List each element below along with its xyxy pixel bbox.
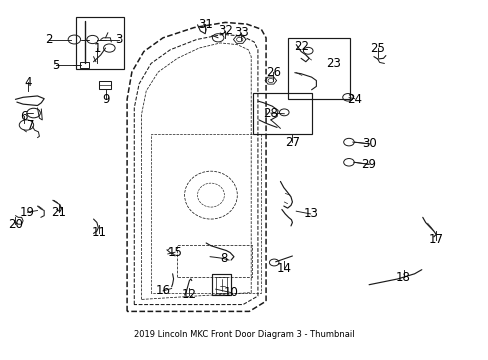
Text: 17: 17 — [428, 233, 443, 246]
Bar — [80, 62, 89, 68]
Text: 11: 11 — [91, 226, 106, 239]
Text: 2: 2 — [45, 33, 53, 46]
Text: 5: 5 — [52, 59, 60, 72]
Text: 24: 24 — [346, 93, 362, 106]
Text: 26: 26 — [265, 66, 280, 78]
Text: 3: 3 — [115, 33, 122, 46]
Text: 20: 20 — [8, 218, 23, 231]
Text: 15: 15 — [167, 246, 182, 259]
Text: 21: 21 — [51, 206, 66, 219]
Text: 28: 28 — [263, 107, 278, 120]
Text: 1: 1 — [93, 41, 101, 55]
Text: 12: 12 — [182, 288, 197, 301]
Text: 25: 25 — [369, 41, 385, 55]
Text: 27: 27 — [285, 136, 299, 149]
Text: 8: 8 — [220, 252, 227, 265]
Bar — [99, 81, 111, 89]
Text: 22: 22 — [294, 40, 309, 53]
Text: 9: 9 — [102, 93, 109, 106]
Bar — [287, 38, 349, 99]
Text: 32: 32 — [218, 24, 232, 37]
Text: 16: 16 — [155, 284, 170, 297]
Text: 23: 23 — [325, 57, 340, 70]
Text: 13: 13 — [303, 207, 317, 220]
Bar — [253, 93, 311, 134]
Text: 18: 18 — [395, 271, 410, 284]
Text: 14: 14 — [276, 262, 291, 275]
Text: 29: 29 — [361, 158, 376, 171]
Text: 2019 Lincoln MKC Front Door Diagram 3 - Thumbnail: 2019 Lincoln MKC Front Door Diagram 3 - … — [134, 330, 354, 339]
Text: 10: 10 — [223, 286, 238, 299]
Text: 33: 33 — [233, 26, 248, 39]
Text: 31: 31 — [197, 18, 212, 31]
Text: 19: 19 — [20, 206, 35, 219]
Text: 4: 4 — [24, 76, 32, 89]
Text: 30: 30 — [361, 137, 376, 150]
Text: 7: 7 — [27, 118, 35, 131]
Bar — [76, 17, 123, 68]
Text: 6: 6 — [20, 110, 28, 123]
